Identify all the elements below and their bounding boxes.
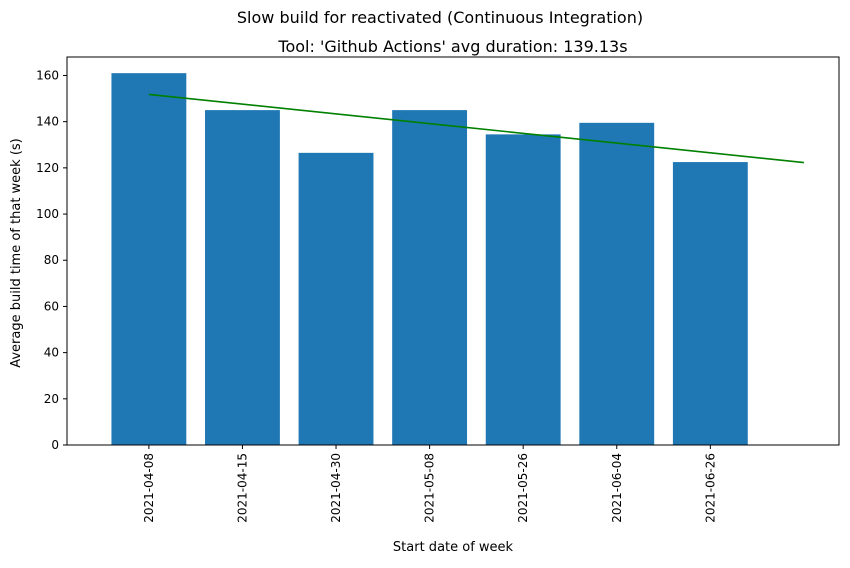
bar-2021-06-04 (579, 122, 655, 446)
plot-frame (66, 56, 840, 446)
bars-layer (111, 73, 748, 446)
x-tick-label: 2021-05-26 (516, 453, 530, 523)
y-tick-label: 140 (36, 115, 59, 129)
x-tick-label: 2021-06-26 (703, 453, 717, 523)
y-tick-label: 20 (44, 392, 59, 406)
x-tick-label: 2021-04-30 (329, 453, 343, 523)
y-tick-label: 40 (44, 346, 59, 360)
y-axis-label: Average build time of that week (s) (9, 138, 24, 368)
x-tick-label: 2021-06-04 (610, 453, 624, 523)
chart-title: Tool: 'Github Actions' avg duration: 139… (277, 37, 627, 56)
y-tick-label: 100 (36, 207, 59, 221)
bar-2021-04-08 (111, 73, 187, 446)
chart-suptitle: Slow build for reactivated (Continuous I… (237, 8, 643, 27)
y-tick-label: 120 (36, 161, 59, 175)
bar-2021-06-26 (672, 162, 748, 446)
axes-layer: 0 20 40 60 80 100 120 140 160 2021-04-08 2021-04-1… (36, 56, 840, 523)
x-tick-label: 2021-04-08 (142, 453, 156, 523)
bar-2021-05-08 (392, 110, 468, 445)
y-tick-label: 160 (36, 68, 59, 82)
y-tick-label: 0 (51, 438, 59, 452)
trend-layer (148, 93, 804, 164)
y-tick-label: 80 (44, 253, 59, 267)
y-tick-label: 60 (44, 299, 59, 313)
bar-2021-04-15 (205, 110, 280, 445)
x-tick-label: 2021-05-08 (423, 453, 437, 523)
x-tick-label: 2021-04-15 (235, 453, 249, 523)
bar-2021-04-30 (298, 152, 374, 445)
x-axis-label: Start date of week (393, 540, 514, 555)
bar-2021-05-26 (485, 134, 561, 445)
trend-line (148, 93, 804, 164)
